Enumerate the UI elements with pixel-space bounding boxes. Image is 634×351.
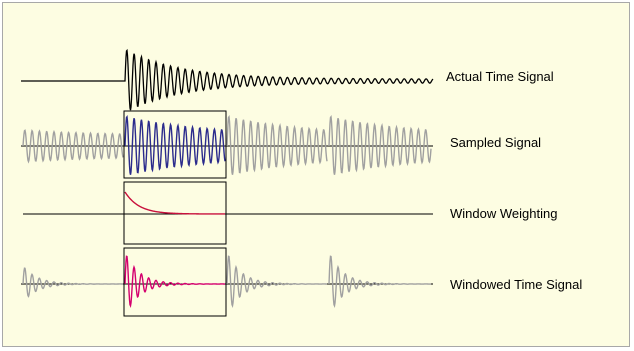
windowed-signal-repeat-right [328,255,432,309]
signal-diagram [21,48,434,317]
label-windowed-time-signal: Windowed Time Signal [450,277,583,292]
label-actual-time-signal: Actual Time Signal [446,69,554,84]
diagram-panel: Actual Time Signal Sampled Signal Window… [2,2,630,347]
label-window-weighting: Window Weighting [450,206,558,221]
windowed-signal-in-window [124,255,226,309]
sampled-window-frame [123,110,227,179]
windowed-window-frame [123,247,227,317]
sampled-signal-in-window [124,114,226,175]
sampled-signal-repeat-left [22,129,124,164]
windowed-signal-repeat-left [22,267,124,298]
label-sampled-signal: Sampled Signal [450,135,542,150]
sampled-signal-repeat-middle [226,114,328,175]
actual-time-signal-waveform [21,48,434,111]
windowed-signal-repeat-middle [226,255,328,309]
window-weighting-frame [123,181,227,245]
window-weighting-curve [124,191,225,215]
sampled-signal-repeat-right [328,114,432,175]
